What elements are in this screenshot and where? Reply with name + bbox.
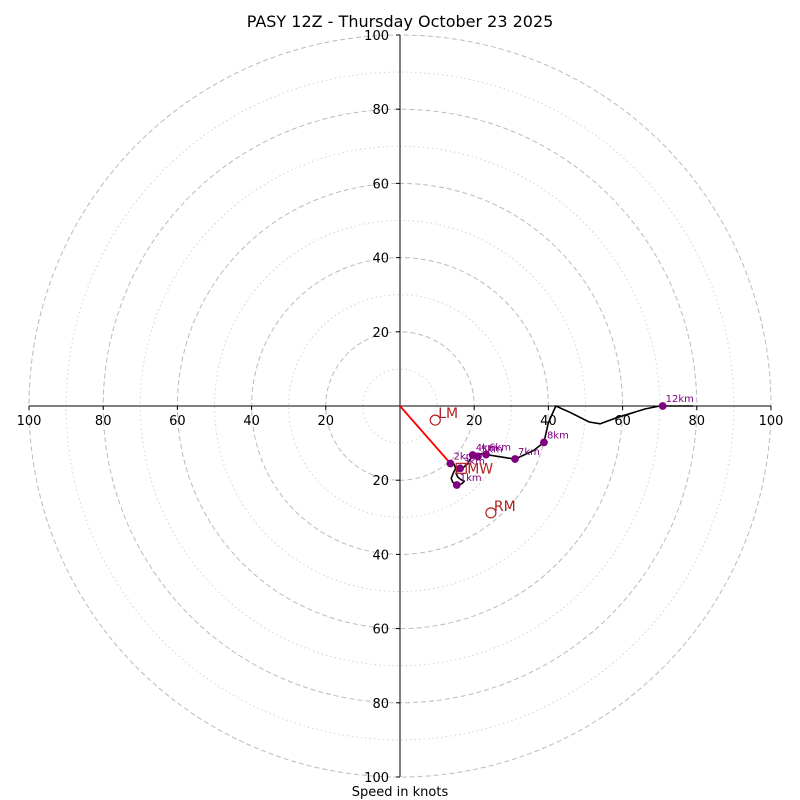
- y-tick-label: 60: [372, 623, 389, 638]
- shear-vector: [399, 405, 452, 465]
- height-label-3km: 3km: [463, 456, 485, 467]
- shear-vector-group: [399, 405, 452, 465]
- x-axis-label: Speed in knots: [352, 785, 449, 800]
- height-marker-1km: [452, 481, 461, 489]
- height-label-6km: 6km: [489, 443, 511, 454]
- left-mover-label: LM: [438, 406, 458, 422]
- storm-motion-group: LM RM MW: [429, 406, 516, 519]
- left-mover-marker: [429, 414, 441, 426]
- x-tick-label: 100: [759, 414, 784, 429]
- height-marker-7km: [511, 455, 519, 463]
- height-label-4km: 4km: [476, 443, 498, 454]
- y-tick-label: 40: [372, 548, 389, 563]
- right-mover-label: RM: [494, 499, 516, 515]
- x-tick-label: 100: [17, 414, 42, 429]
- y-tick-label: 100: [364, 771, 389, 786]
- x-tick-label: 20: [318, 414, 335, 429]
- chart-title: PASY 12Z - Thursday October 23 2025: [247, 12, 554, 31]
- height-label-12km: 12km: [666, 394, 694, 405]
- right-mover-marker: [485, 507, 497, 519]
- x-tick-label: 40: [243, 414, 260, 429]
- tick-labels: 2020202040404040606060608080808010010010…: [17, 29, 784, 786]
- y-tick-label: 20: [372, 326, 389, 341]
- height-label-7km: 7km: [518, 447, 540, 458]
- height-marker-12km: [658, 402, 667, 410]
- height-marker-2km: [446, 459, 455, 468]
- height-marker-8km: [540, 438, 548, 447]
- y-tick-label: 40: [372, 252, 389, 267]
- height-label-1km: 1km: [460, 473, 482, 484]
- x-tick-label: 20: [466, 414, 483, 429]
- y-tick-label: 60: [372, 177, 389, 192]
- x-tick-label: 60: [169, 414, 186, 429]
- height-label-5km: 5km: [481, 444, 503, 455]
- x-tick-label: 80: [95, 414, 112, 429]
- mean-wind-label: MW: [467, 461, 493, 477]
- y-tick-label: 80: [372, 697, 389, 712]
- height-label-2km: 2km: [453, 452, 475, 463]
- y-tick-label: 20: [372, 474, 389, 489]
- height-marker-6km: [482, 450, 490, 459]
- y-tick-label: 100: [364, 29, 389, 44]
- height-label-8km: 8km: [547, 430, 569, 441]
- y-tick-label: 80: [372, 103, 389, 118]
- x-tick-label: 80: [689, 414, 706, 429]
- height-marker-5km: [474, 452, 482, 461]
- mean-wind-marker: [455, 462, 467, 474]
